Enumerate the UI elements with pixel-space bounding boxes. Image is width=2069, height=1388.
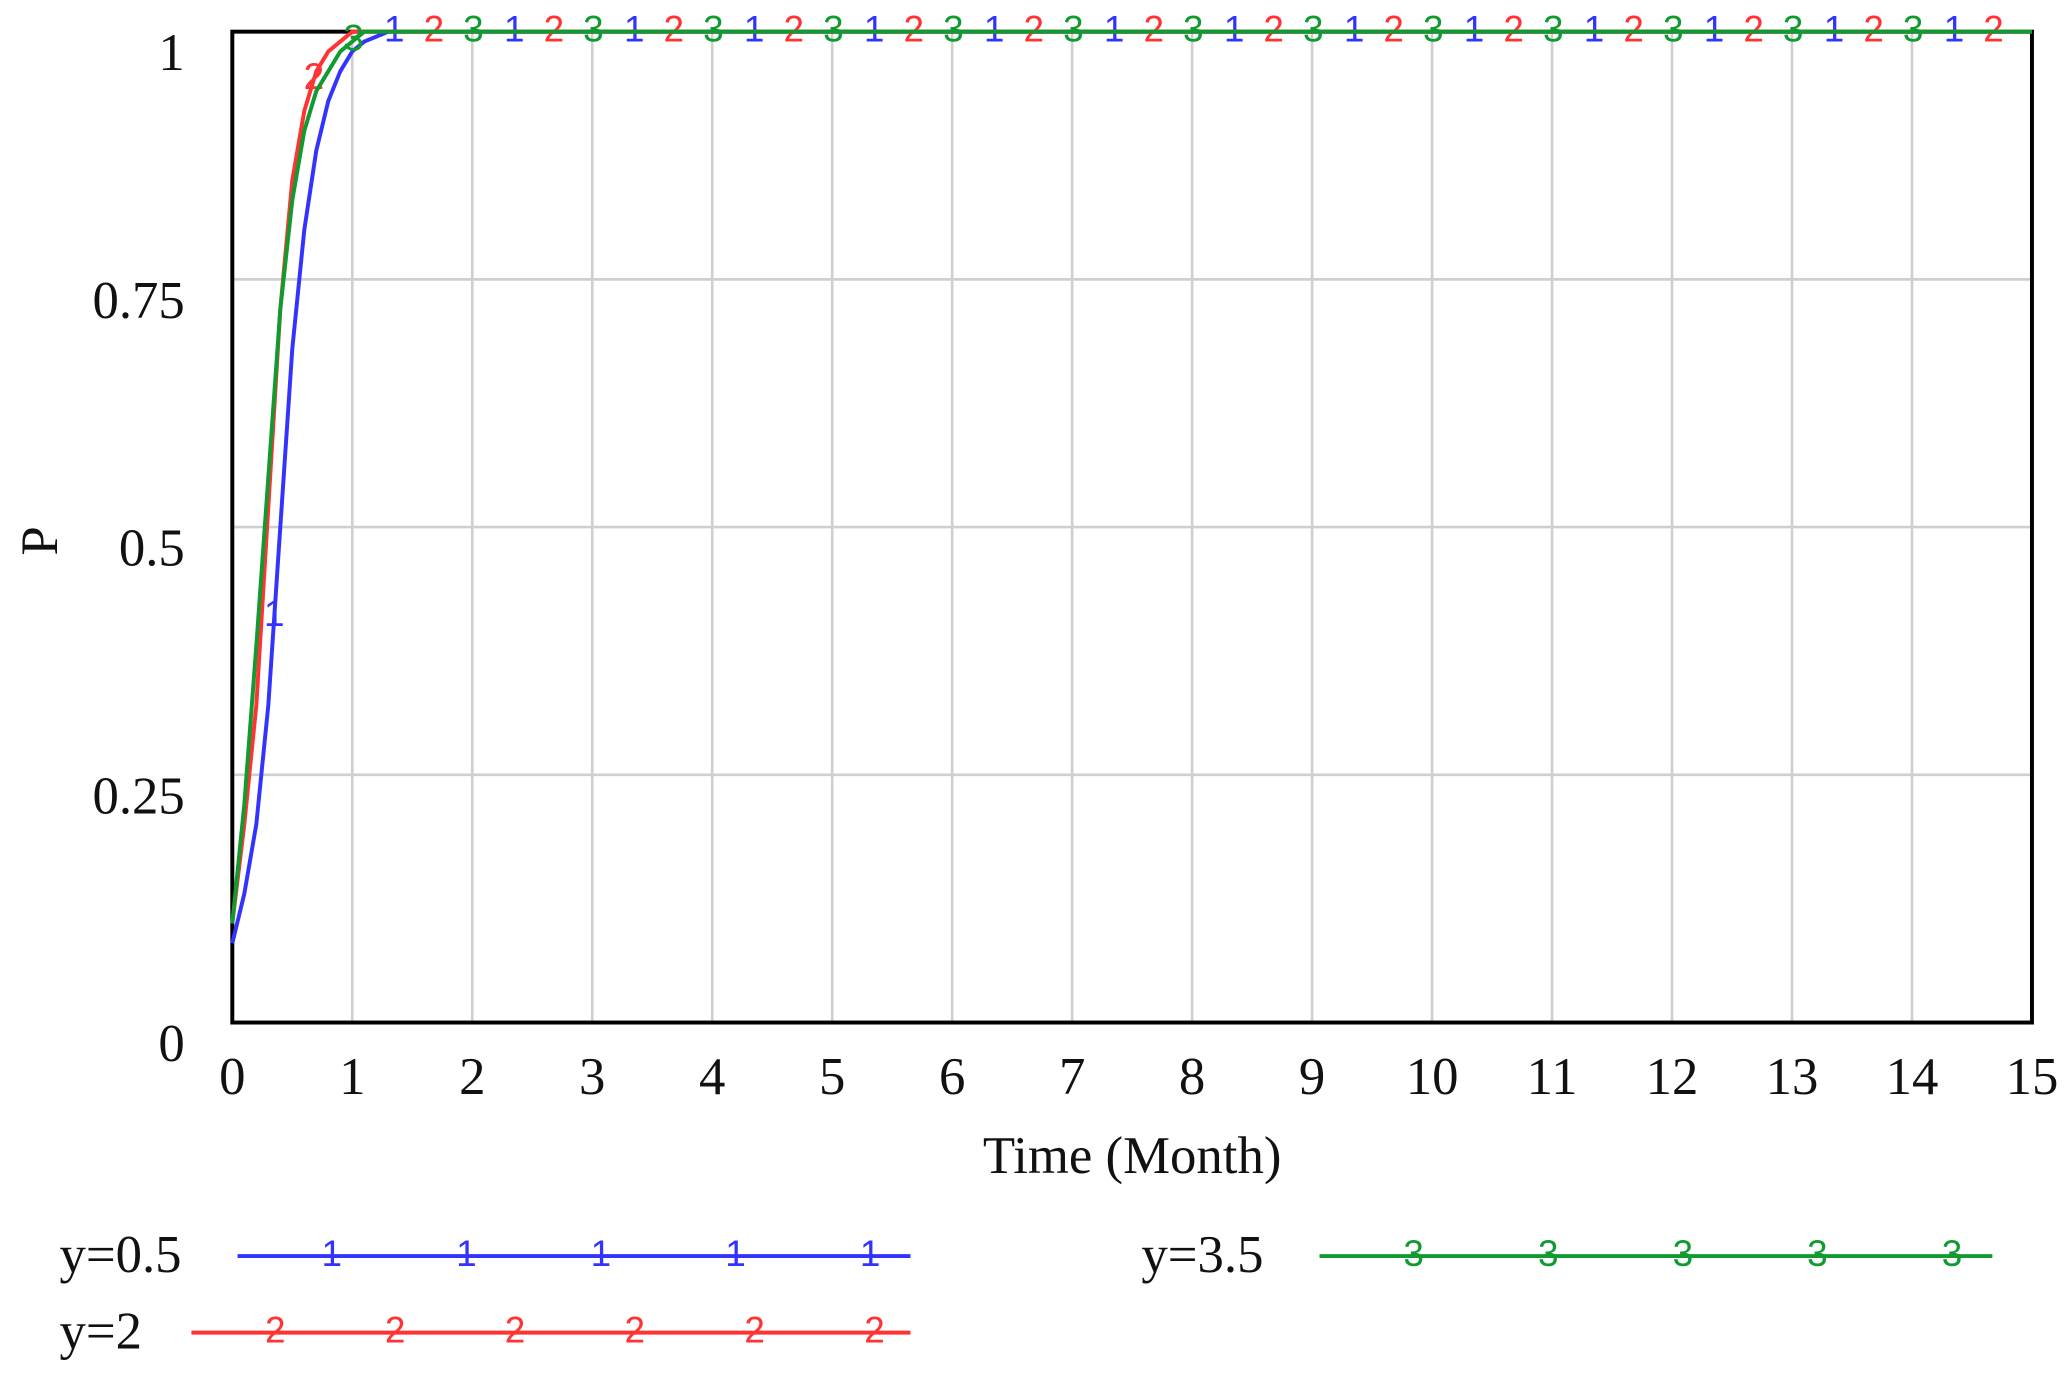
- legend-marker: 3: [1807, 1233, 1828, 1274]
- legend-marker: 3: [1538, 1233, 1559, 1274]
- legend-marker: 2: [744, 1309, 765, 1350]
- series-marker: 3: [1543, 8, 1564, 49]
- series-marker: 3: [583, 8, 604, 49]
- series-marker: 2: [1983, 8, 2004, 49]
- series-marker: 3: [1663, 8, 1684, 49]
- legend-marker: 2: [385, 1309, 406, 1350]
- x-tick-label: 7: [1059, 1048, 1085, 1106]
- series-marker: 2: [304, 56, 325, 97]
- series-marker: 3: [703, 8, 724, 49]
- series-marker: 1: [1584, 8, 1605, 49]
- series-marker: 2: [1263, 8, 1284, 49]
- legend-marker: 3: [1403, 1233, 1424, 1274]
- legend-marker: 1: [591, 1233, 612, 1274]
- x-axis-label: Time (Month): [983, 1127, 1282, 1185]
- series-marker: 2: [664, 8, 685, 49]
- series-marker: 2: [1863, 8, 1884, 49]
- series-marker: 3: [1303, 8, 1324, 49]
- y-tick-label: 0: [158, 1015, 184, 1073]
- legend-marker: 2: [505, 1309, 526, 1350]
- x-tick-label: 9: [1299, 1048, 1325, 1106]
- series-marker: 2: [544, 8, 565, 49]
- y-tick-label: 0.75: [92, 272, 184, 330]
- series-marker: 2: [1023, 8, 1044, 49]
- series-marker: 1: [1944, 8, 1965, 49]
- x-tick-label: 0: [219, 1048, 245, 1106]
- legend-marker: 3: [1942, 1233, 1963, 1274]
- series-marker: 3: [943, 8, 964, 49]
- legend-label: y=0.5: [59, 1226, 181, 1284]
- x-tick-label: 10: [1406, 1048, 1459, 1106]
- series-marker: 1: [984, 8, 1005, 49]
- legend-marker: 3: [1673, 1233, 1694, 1274]
- legend-marker: 1: [322, 1233, 343, 1274]
- x-tick-label: 6: [939, 1048, 965, 1106]
- x-tick-label: 4: [699, 1048, 725, 1106]
- series-marker: 1: [1344, 8, 1365, 49]
- series-marker: 1: [1104, 8, 1125, 49]
- series-marker: 2: [424, 8, 445, 49]
- series-marker: 3: [1903, 8, 1924, 49]
- legend-marker: 2: [864, 1309, 885, 1350]
- legend-marker: 2: [625, 1309, 646, 1350]
- legend-label: y=3.5: [1141, 1226, 1263, 1284]
- series-marker: 1: [1224, 8, 1245, 49]
- series-marker: 3: [1183, 8, 1204, 49]
- y-tick-label: 1: [158, 24, 184, 82]
- x-tick-label: 5: [819, 1048, 845, 1106]
- series-marker: 3: [343, 17, 364, 58]
- series-line: [230, 29, 2032, 924]
- series-marker: 3: [1063, 8, 1084, 49]
- legend-marker: 1: [456, 1233, 477, 1274]
- series-marker: 1: [624, 8, 645, 49]
- series-marker: 1: [1464, 8, 1485, 49]
- series-marker: 2: [784, 8, 805, 49]
- x-tick-label: 11: [1527, 1048, 1578, 1106]
- x-tick-label: 8: [1179, 1048, 1205, 1106]
- series-marker: 1: [384, 8, 405, 49]
- series-marker: 2: [1143, 8, 1164, 49]
- series-marker: 3: [1783, 8, 1804, 49]
- legend-marker: 1: [725, 1233, 746, 1274]
- series-marker: 1: [1824, 8, 1845, 49]
- y-axis-label: P: [11, 526, 69, 555]
- series-marker: 1: [864, 8, 885, 49]
- series-marker: 1: [1704, 8, 1725, 49]
- y-tick-label: 0.25: [92, 767, 184, 825]
- x-tick-label: 3: [579, 1048, 605, 1106]
- x-tick-label: 15: [2006, 1048, 2059, 1106]
- x-tick-label: 14: [1886, 1048, 1939, 1106]
- series-marker: 1: [264, 593, 285, 634]
- series-marker: 3: [823, 8, 844, 49]
- series-marker: 1: [504, 8, 525, 49]
- series-marker: 1: [744, 8, 765, 49]
- y-tick-label: 0.5: [119, 520, 185, 578]
- x-tick-label: 13: [1766, 1048, 1819, 1106]
- series-line: [230, 29, 2032, 924]
- series-line: [230, 29, 2032, 944]
- series-marker: 3: [463, 8, 484, 49]
- x-tick-label: 12: [1646, 1048, 1699, 1106]
- legend-label: y=2: [59, 1303, 142, 1361]
- series-marker: 2: [904, 8, 925, 49]
- series-marker: 2: [1623, 8, 1644, 49]
- x-tick-label: 2: [459, 1048, 485, 1106]
- legend-marker: 1: [860, 1233, 881, 1274]
- x-tick-label: 1: [339, 1048, 365, 1106]
- series-marker: 2: [1743, 8, 1764, 49]
- series-marker: 2: [1383, 8, 1404, 49]
- legend-marker: 2: [265, 1309, 286, 1350]
- series-marker: 2: [1503, 8, 1524, 49]
- series-marker: 3: [1423, 8, 1444, 49]
